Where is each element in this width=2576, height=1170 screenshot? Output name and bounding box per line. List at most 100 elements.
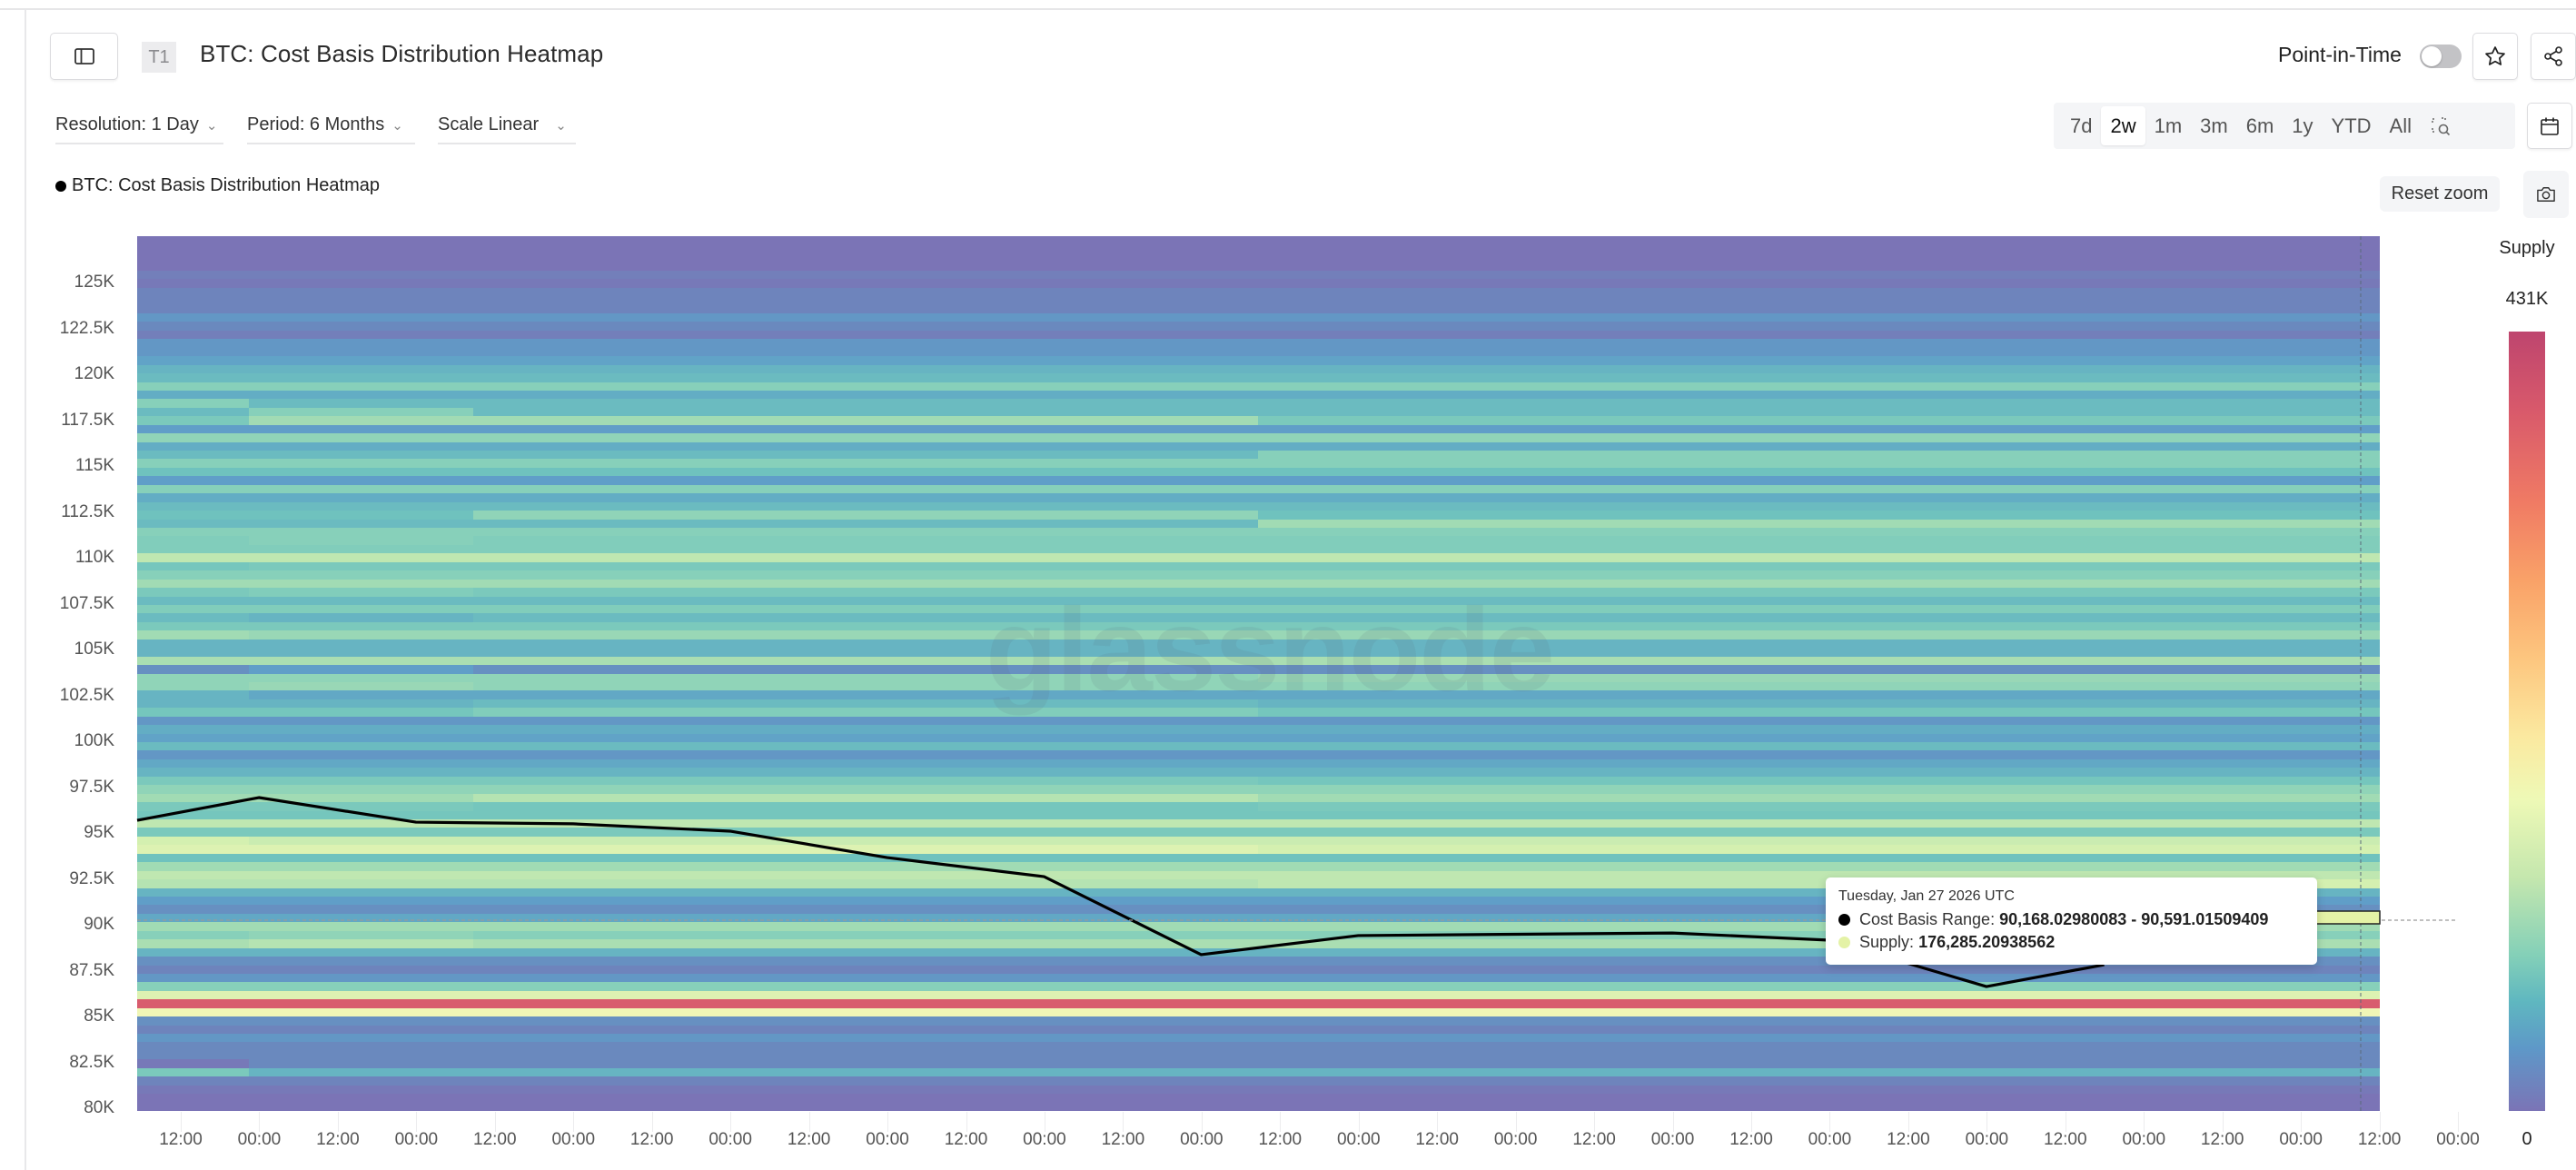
heatmap-cell[interactable] <box>1886 853 2380 863</box>
heatmap-cell[interactable] <box>473 947 1259 957</box>
heatmap-cell[interactable] <box>1886 725 2380 735</box>
heatmap-cell[interactable] <box>473 519 1259 529</box>
range-1m[interactable]: 1m <box>2154 114 2183 137</box>
heatmap-cell[interactable] <box>1886 1085 2380 1095</box>
heatmap-cell[interactable] <box>1258 493 1887 503</box>
heatmap-cell[interactable] <box>137 399 250 409</box>
heatmap-cell[interactable] <box>137 630 250 640</box>
heatmap-cell[interactable] <box>137 356 250 366</box>
heatmap-cell[interactable] <box>1258 339 1887 349</box>
heatmap-cell[interactable] <box>473 544 1259 554</box>
heatmap-cell[interactable] <box>137 553 250 563</box>
heatmap-cell[interactable] <box>137 561 250 571</box>
heatmap-cell[interactable] <box>137 673 250 683</box>
heatmap-cell[interactable] <box>1886 999 2380 1009</box>
heatmap-cell[interactable] <box>1886 621 2380 631</box>
heatmap-cell[interactable] <box>137 296 250 306</box>
heatmap-cell[interactable] <box>473 630 1259 640</box>
heatmap-cell[interactable] <box>473 673 1259 683</box>
heatmap-cell[interactable] <box>1258 905 1887 915</box>
heatmap-cell[interactable] <box>1258 1034 1887 1044</box>
heatmap-cell[interactable] <box>1258 768 1887 778</box>
heatmap-cell[interactable] <box>249 270 474 280</box>
zoom-select-button[interactable] <box>2421 106 2461 145</box>
heatmap-cell[interactable] <box>249 262 474 272</box>
chart-legend[interactable]: BTC: Cost Basis Distribution Heatmap <box>55 175 380 196</box>
heatmap-cell[interactable] <box>473 965 1259 975</box>
heatmap-cell[interactable] <box>1258 459 1887 469</box>
heatmap-cell[interactable] <box>249 759 474 768</box>
heatmap-cell[interactable] <box>137 476 250 486</box>
heatmap-cell[interactable] <box>473 270 1259 280</box>
heatmap-cell[interactable] <box>1886 1102 2380 1111</box>
heatmap-cell[interactable] <box>249 544 474 554</box>
heatmap-cell[interactable] <box>473 382 1259 392</box>
heatmap-cell[interactable] <box>249 1067 474 1077</box>
heatmap-cell[interactable] <box>137 441 250 451</box>
heatmap-cell[interactable] <box>473 828 1259 838</box>
heatmap-cell[interactable] <box>249 484 474 494</box>
heatmap-cell[interactable] <box>473 990 1259 1000</box>
sidebar-toggle-button[interactable] <box>50 33 118 80</box>
heatmap-cell[interactable] <box>249 596 474 606</box>
heatmap-cell[interactable] <box>1258 1050 1887 1060</box>
heatmap-cell[interactable] <box>249 768 474 778</box>
heatmap-cell[interactable] <box>249 673 474 683</box>
heatmap-cell[interactable] <box>137 939 250 949</box>
range-ytd[interactable]: YTD <box>2331 114 2372 137</box>
heatmap-cell[interactable] <box>249 776 474 786</box>
heatmap-cell[interactable] <box>1258 312 1887 322</box>
heatmap-cell[interactable] <box>473 887 1259 897</box>
heatmap-cell[interactable] <box>137 433 250 443</box>
heatmap-cell[interactable] <box>137 905 250 915</box>
heatmap-cell[interactable] <box>249 253 474 263</box>
heatmap-cell[interactable] <box>137 828 250 838</box>
heatmap-cell[interactable] <box>1258 965 1887 975</box>
heatmap-cell[interactable] <box>1258 1102 1887 1111</box>
heatmap-cell[interactable] <box>473 639 1259 649</box>
heatmap-cell[interactable] <box>473 476 1259 486</box>
heatmap-cell[interactable] <box>249 312 474 322</box>
heatmap-cell[interactable] <box>249 665 474 675</box>
heatmap-cell[interactable] <box>473 776 1259 786</box>
heatmap-cell[interactable] <box>137 279 250 289</box>
heatmap-cell[interactable] <box>1886 382 2380 392</box>
heatmap-cell[interactable] <box>249 519 474 529</box>
heatmap-cell[interactable] <box>473 312 1259 322</box>
heatmap-cell[interactable] <box>473 262 1259 272</box>
heatmap-cell[interactable] <box>137 253 250 263</box>
heatmap-cell[interactable] <box>249 947 474 957</box>
heatmap-cell[interactable] <box>249 870 474 880</box>
heatmap-cell[interactable] <box>1886 1059 2380 1069</box>
heatmap-cell[interactable] <box>249 939 474 949</box>
heatmap-cell[interactable] <box>249 999 474 1009</box>
heatmap-cell[interactable] <box>473 819 1259 829</box>
heatmap-cell[interactable] <box>137 604 250 614</box>
heatmap-cell[interactable] <box>473 433 1259 443</box>
heatmap-cell[interactable] <box>137 312 250 322</box>
heatmap-cell[interactable] <box>249 810 474 820</box>
heatmap-cell[interactable] <box>137 287 250 297</box>
heatmap-cell[interactable] <box>1258 999 1887 1009</box>
heatmap-cell[interactable] <box>473 511 1259 521</box>
period-dropdown[interactable]: Period: 6 Months ⌄ <box>247 114 415 144</box>
heatmap-cell[interactable] <box>1886 433 2380 443</box>
heatmap-cell[interactable] <box>1258 596 1887 606</box>
heatmap-cell[interactable] <box>249 973 474 983</box>
heatmap-cell[interactable] <box>249 836 474 846</box>
heatmap-cell[interactable] <box>1886 1042 2380 1052</box>
heatmap-cell[interactable] <box>1258 382 1887 392</box>
heatmap-cell[interactable] <box>249 862 474 872</box>
heatmap-cell[interactable] <box>1886 673 2380 683</box>
heatmap-cell[interactable] <box>249 364 474 374</box>
heatmap-cell[interactable] <box>1886 768 2380 778</box>
heatmap-cell[interactable] <box>137 416 250 426</box>
heatmap-cell[interactable] <box>1258 1059 1887 1069</box>
heatmap-cell[interactable] <box>473 656 1259 666</box>
heatmap-cell[interactable] <box>473 1094 1259 1104</box>
heatmap-cell[interactable] <box>1258 416 1887 426</box>
heatmap-cell[interactable] <box>473 759 1259 768</box>
heatmap-cell[interactable] <box>249 913 474 923</box>
heatmap-cell[interactable] <box>1886 390 2380 400</box>
heatmap-cell[interactable] <box>1258 579 1887 589</box>
